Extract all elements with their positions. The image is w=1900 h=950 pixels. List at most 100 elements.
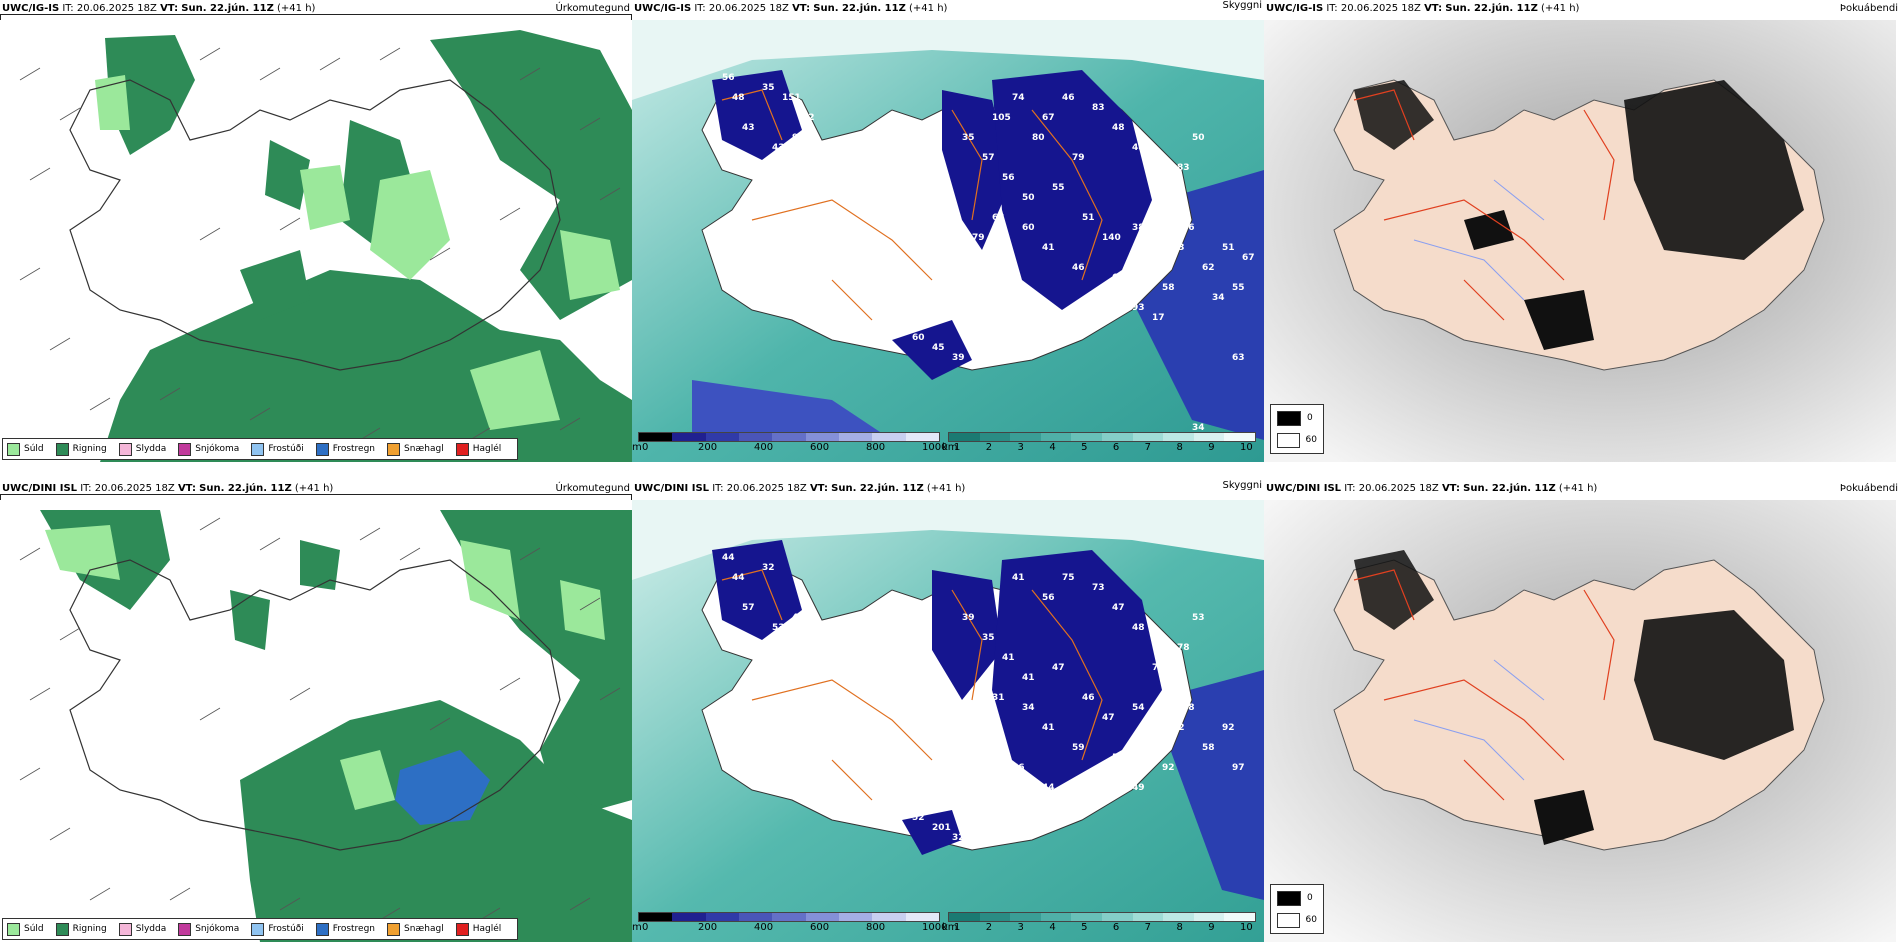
scale-tick-label: 800: [866, 442, 886, 453]
visibility-value-label: 151: [782, 93, 801, 103]
visibility-map: 5648354343907467468348483557565055511403…: [632, 20, 1264, 462]
visibility-value-label: 44: [1042, 783, 1055, 793]
scale-tick-label: 7: [1144, 922, 1152, 933]
visibility-value-label: 59: [1072, 743, 1085, 753]
legend-label: Rigning: [72, 924, 107, 934]
legend-label: Frostúði: [268, 924, 304, 934]
scale-unit: m: [632, 922, 642, 933]
legend-swatch: [315, 442, 329, 456]
visibility-value-label: 30: [1162, 683, 1175, 693]
visibility-value-label: 46: [1082, 693, 1095, 703]
visibility-value-label: 39: [952, 353, 965, 363]
visibility-value-label: 90: [792, 133, 805, 143]
legend-item: Súld: [7, 442, 44, 456]
legend-item: Frostregn: [315, 922, 375, 936]
legend-label: Snjókoma: [195, 444, 240, 454]
visibility-value-label: 92: [1162, 763, 1175, 773]
legend-swatch: [7, 442, 20, 456]
visibility-value-label: 57: [1072, 793, 1085, 803]
visibility-value-label: 58: [1162, 283, 1175, 293]
elevation-scale: m 0 200 400 600 800 1000: [632, 432, 947, 458]
scale-tick-label: 2: [985, 922, 993, 933]
visibility-value-label: 62: [1202, 263, 1215, 273]
panel-header: UWC/IG-IS IT: 20.06.2025 18Z VT: Sun. 22…: [1266, 3, 1580, 14]
legend-swatch: [455, 922, 469, 936]
legend-label: Frostregn: [332, 444, 376, 454]
legend-swatch: [55, 442, 69, 456]
visibility-value-label: 140: [1102, 233, 1121, 243]
visibility-scale: km 1 2 3 4 5 6 7 8 9 10: [942, 432, 1260, 458]
visibility-value-label: 47: [1112, 603, 1125, 613]
legend-item: Snjókoma: [178, 442, 240, 456]
visibility-value-label: 48: [1112, 123, 1125, 133]
scale-tick-label: 1000: [922, 442, 948, 453]
visibility-value-label: 34: [1022, 703, 1035, 713]
visibility-value-label: 34: [1212, 293, 1225, 303]
panel-fog-igis: UWC/IG-IS IT: 20.06.2025 18Z VT: Sun. 22…: [1264, 0, 1900, 462]
legend-swatch: [387, 922, 401, 936]
scale-tick-label: 9: [1208, 442, 1215, 453]
visibility-value-label: 56: [1002, 173, 1015, 183]
scale-tick-label: 10: [1240, 922, 1253, 933]
legend-label: Rigning: [72, 444, 107, 454]
visibility-value-label: 38: [932, 713, 945, 723]
visibility-value-label: 63: [992, 213, 1005, 223]
visibility-value-label: 79: [972, 233, 985, 243]
fog-legend-label: 0: [1307, 413, 1313, 423]
elevation-scale: m 0 200 400 600 800 1000: [632, 912, 947, 938]
visibility-value-label: 48: [932, 213, 945, 223]
scale-tick-label: 0: [642, 442, 649, 453]
visibility-value-label: 41: [1022, 673, 1035, 683]
visibility-value-label: 41: [1152, 183, 1165, 193]
visibility-value-label: 57: [982, 153, 995, 163]
panel-header: UWC/IG-IS IT: 20.06.2025 18Z VT: Sun. 22…: [2, 3, 316, 14]
scale-tick-label: 200: [698, 922, 718, 933]
visibility-value-label: 41: [1002, 653, 1015, 663]
scale-tick-label: 6: [1112, 442, 1120, 453]
scale-tick-label: 7: [1144, 442, 1152, 453]
legend-label: Súld: [24, 924, 44, 934]
visibility-value-label: 93: [1132, 303, 1145, 313]
visibility-value-label: 67: [1242, 253, 1255, 263]
visibility-value-label: 105: [992, 113, 1011, 123]
scale-tick-label: 4: [1049, 922, 1056, 933]
visibility-value-label: 31: [1142, 743, 1155, 753]
panel-visibility-dini: UWC/DINI ISL IT: 20.06.2025 18Z VT: Sun.…: [632, 480, 1264, 942]
visibility-value-label: 50: [1192, 133, 1205, 143]
visibility-value-label: 83: [1092, 103, 1105, 113]
legend-label: Slydda: [135, 444, 167, 454]
visibility-value-label: 34: [932, 233, 945, 243]
legend-swatch: [118, 442, 132, 456]
visibility-value-label: 33: [1172, 243, 1185, 253]
visibility-value-label: 49: [1132, 783, 1145, 793]
visibility-value-label: 41: [1012, 573, 1025, 583]
panel-tag: Þokuábendi: [1839, 483, 1898, 494]
legend-label: Snjókoma: [195, 924, 240, 934]
visibility-value-label: 48: [1132, 623, 1145, 633]
scale-tick-label: 1: [954, 442, 961, 453]
visibility-value-label: 75: [1062, 573, 1075, 583]
visibility-value-label: 54: [1132, 703, 1145, 713]
visibility-value-label: 31: [992, 693, 1005, 703]
visibility-value-label: 45: [1102, 293, 1115, 303]
legend-item: Súld: [7, 922, 44, 936]
visibility-value-label: 48: [1132, 143, 1145, 153]
legend-label: Frostúði: [268, 444, 304, 454]
panel-precip-type-igis: UWC/IG-IS IT: 20.06.2025 18Z VT: Sun. 22…: [0, 0, 632, 462]
legend-item: Frostúði: [251, 442, 304, 456]
panel-visibility-igis: UWC/IG-IS IT: 20.06.2025 18Z VT: Sun. 22…: [632, 0, 1264, 462]
visibility-value-label: 57: [742, 603, 755, 613]
fog-legend-swatch: [1277, 410, 1301, 426]
visibility-value-label: 50: [1022, 193, 1035, 203]
visibility-value-label: 53: [1192, 613, 1205, 623]
scale-tick-label: 3: [1017, 922, 1024, 933]
visibility-value-label: 58: [1202, 743, 1215, 753]
scale-tick-label: 8: [1176, 442, 1183, 453]
legend-swatch: [178, 922, 192, 936]
visibility-value-label: 56: [1042, 593, 1055, 603]
scale-tick-label: 1000: [922, 922, 948, 933]
scale-tick-label: 6: [1112, 922, 1120, 933]
visibility-value-label: 47: [1052, 663, 1065, 673]
panel-tag: Úrkomutegund: [555, 3, 630, 14]
scale-tick-label: 1: [954, 922, 961, 933]
